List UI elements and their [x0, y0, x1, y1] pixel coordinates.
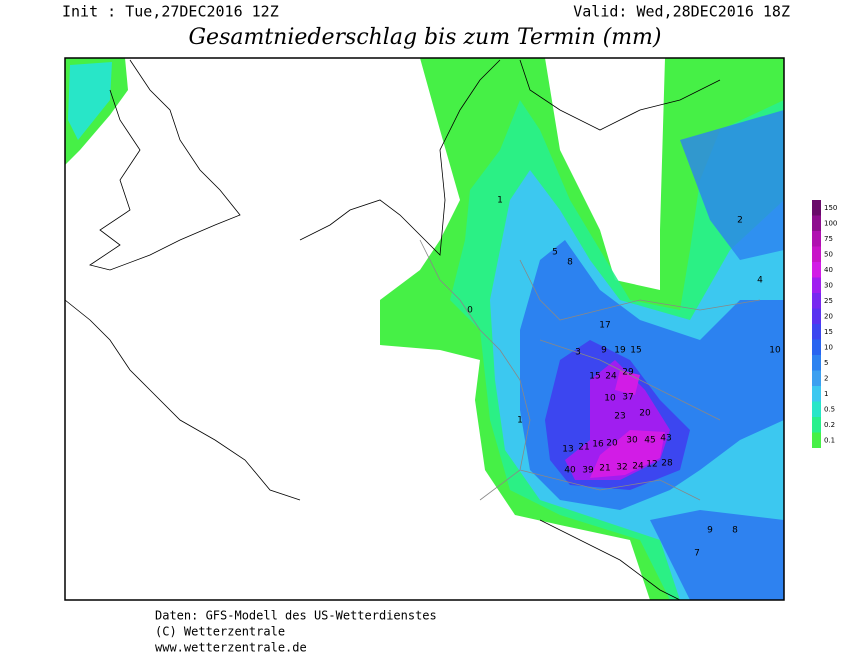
value-label: 28 [661, 459, 673, 469]
legend-label: 1 [824, 390, 828, 398]
border [519, 469, 701, 501]
value-label: 15 [589, 372, 600, 382]
legend-swatch [812, 262, 821, 278]
coastline [299, 59, 501, 256]
legend-label: 25 [824, 297, 833, 305]
value-label: 16 [592, 440, 604, 450]
value-label: 12 [646, 460, 657, 470]
value-label: 20 [639, 409, 651, 419]
legend-label: 15 [824, 328, 833, 336]
value-label: 30 [626, 436, 638, 446]
legend-swatch [812, 339, 821, 355]
map-title: Gesamtniederschlag bis zum Termin (mm) [188, 25, 661, 50]
value-label: 37 [622, 393, 633, 403]
border [539, 339, 721, 421]
precip-field [65, 58, 784, 600]
legend-label: 75 [824, 235, 833, 243]
value-label: 19 [614, 346, 626, 356]
precip-area [680, 110, 784, 260]
legend-label: 0.2 [824, 421, 835, 429]
value-label: 3 [575, 348, 581, 358]
legend-label: 2 [824, 374, 828, 382]
legend-label: 100 [824, 219, 837, 227]
coastlines [64, 59, 721, 601]
value-label: 10 [604, 394, 616, 404]
value-label: 15 [630, 346, 641, 356]
legend-swatch [812, 432, 821, 448]
value-label: 9 [707, 526, 713, 536]
value-label: 4 [757, 276, 763, 286]
value-label: 8 [567, 258, 573, 268]
legend-swatch [812, 386, 821, 402]
legend-label: 30 [824, 281, 833, 289]
precip-area [650, 510, 784, 600]
init-time: Init : Tue,27DEC2016 12Z [62, 3, 279, 21]
coastline [64, 299, 301, 501]
value-label: 24 [632, 462, 644, 472]
value-label: 9 [601, 346, 607, 356]
legend-label: 150 [824, 204, 837, 212]
legend-label: 10 [824, 343, 833, 351]
legend: 150 100 75 50 40 30 25 20 15 10 5 2 1 0.5 0.2 0.1 [812, 200, 837, 448]
coastline [539, 519, 681, 601]
legend-label: 0.1 [824, 436, 835, 444]
value-label: 40 [564, 466, 576, 476]
value-label: 20 [606, 439, 618, 449]
footer-line: www.wetterzentrale.de [155, 641, 307, 655]
value-label: 0 [467, 306, 473, 316]
legend-swatch [812, 370, 821, 386]
value-label: 23 [614, 412, 625, 422]
value-label: 21 [578, 443, 589, 453]
legend-swatch [812, 246, 821, 262]
border [419, 239, 531, 501]
value-label: 29 [622, 368, 634, 378]
legend-swatch [812, 324, 821, 340]
legend-label: 5 [824, 359, 828, 367]
legend-label: 40 [824, 266, 833, 274]
precip-area [68, 62, 112, 140]
legend-swatch [812, 308, 821, 324]
footer-line: Daten: GFS-Modell des US-Wetterdienstes [155, 609, 437, 623]
precip-area [615, 370, 640, 395]
border [519, 259, 761, 321]
value-label: 10 [769, 346, 781, 356]
legend-label: 0.5 [824, 405, 835, 413]
value-label: 7 [694, 549, 700, 559]
value-label: 1 [497, 196, 503, 206]
legend-swatch [812, 200, 821, 216]
value-label: 2 [737, 216, 743, 226]
legend-swatch [812, 277, 821, 293]
legend-swatch [812, 231, 821, 247]
legend-swatch [812, 417, 821, 433]
legend-label: 20 [824, 312, 833, 320]
legend-swatch [812, 215, 821, 231]
footer-line: (C) Wetterzentrale [155, 625, 285, 639]
value-label: 17 [599, 321, 610, 331]
legend-swatch [812, 401, 821, 417]
precip-area [590, 430, 665, 478]
legend-label: 50 [824, 250, 833, 258]
value-label: 13 [562, 445, 573, 455]
legend-swatch [812, 293, 821, 309]
value-label: 45 [644, 436, 655, 446]
value-label: 5 [552, 248, 558, 258]
coastline [519, 59, 721, 131]
value-label: 8 [732, 526, 738, 536]
borders [419, 239, 761, 501]
map-frame [64, 57, 785, 601]
legend-swatch [812, 355, 821, 371]
value-label: 21 [599, 464, 610, 474]
valid-time: Valid: Wed,28DEC2016 18Z [573, 3, 790, 21]
value-label: 43 [660, 434, 671, 444]
value-label: 32 [616, 463, 627, 473]
value-label: 24 [605, 372, 617, 382]
coastline [89, 59, 241, 271]
value-label: 1 [517, 416, 523, 426]
value-label: 39 [582, 466, 594, 476]
